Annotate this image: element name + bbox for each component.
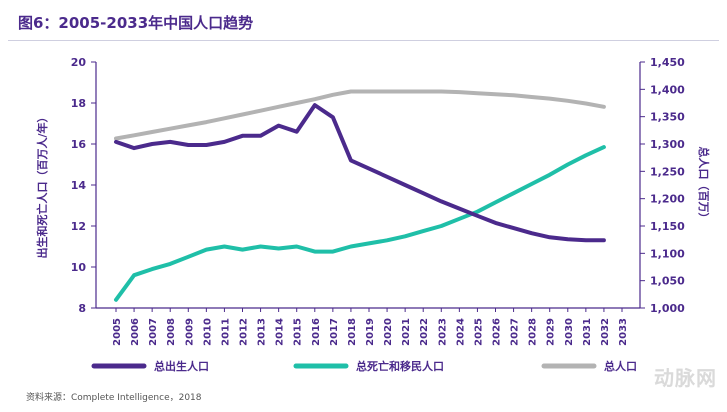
- series-line-0: [114, 103, 606, 243]
- x-tick-label: 2020: [383, 318, 394, 346]
- y2-tick-label: 1,450: [650, 56, 685, 69]
- y-tick-label: 10: [71, 261, 87, 274]
- y-axis-title: 出生和死亡人口（百万人/年）: [35, 111, 49, 258]
- x-tick-label: 2010: [202, 318, 213, 346]
- x-tick-label: 2016: [311, 318, 322, 346]
- x-tick-label: 2029: [546, 318, 557, 346]
- x-tick-label: 2014: [275, 318, 286, 346]
- x-tick-label: 2023: [437, 318, 448, 346]
- y2-tick-label: 1,100: [650, 247, 685, 260]
- x-tick-label: 2007: [148, 318, 159, 346]
- y2-tick-label: 1,200: [650, 193, 685, 206]
- watermark: 动脉网: [654, 366, 717, 390]
- x-tick-label: 2008: [166, 318, 177, 346]
- legend-label: 总人口: [604, 359, 637, 373]
- x-tick-label: 2013: [257, 318, 268, 346]
- legend-label: 总出生人口: [154, 359, 209, 373]
- x-tick-label: 2027: [510, 318, 521, 346]
- legend-label: 总死亡和移民人口: [356, 359, 444, 373]
- x-tick-label: 2011: [220, 318, 231, 346]
- y-tick-label: 8: [78, 302, 86, 315]
- y2-axis-title: 总人口（百万）: [697, 147, 711, 224]
- y2-tick-label: 1,350: [650, 111, 685, 124]
- x-tick-label: 2009: [184, 318, 195, 346]
- series-line-2: [114, 89, 606, 141]
- title-divider: [8, 40, 719, 41]
- y-tick-label: 14: [71, 179, 87, 192]
- y-tick-label: 12: [71, 220, 86, 233]
- x-tick-label: 2024: [455, 318, 466, 346]
- x-tick-label: 2028: [528, 318, 539, 346]
- x-tick-label: 2015: [293, 318, 304, 346]
- y2-tick-label: 1,050: [650, 275, 685, 288]
- y-tick-label: 20: [71, 56, 87, 69]
- x-tick-label: 2033: [618, 318, 629, 346]
- y-tick-label: 16: [71, 138, 87, 151]
- y2-tick-label: 1,150: [650, 220, 685, 233]
- y2-tick-label: 1,250: [650, 165, 685, 178]
- source-note: 资料来源：Complete Intelligence，2018: [26, 393, 202, 403]
- y2-tick-label: 1,300: [650, 138, 685, 151]
- x-tick-label: 2030: [564, 318, 575, 346]
- x-tick-label: 2021: [401, 318, 412, 346]
- x-tick-label: 2032: [600, 318, 611, 346]
- x-tick-label: 2031: [582, 318, 593, 346]
- chart-title: 图6：2005-2033年中国人口趋势: [18, 14, 254, 32]
- x-tick-label: 2012: [239, 318, 250, 346]
- x-tick-label: 2017: [329, 318, 340, 346]
- x-tick-label: 2019: [365, 318, 376, 346]
- x-tick-label: 2005: [112, 318, 123, 346]
- x-tick-label: 2006: [130, 318, 141, 346]
- series-line-1: [114, 145, 606, 302]
- x-tick-label: 2026: [492, 318, 503, 346]
- y-tick-label: 18: [71, 97, 86, 110]
- x-tick-label: 2025: [473, 318, 484, 346]
- y2-tick-label: 1,000: [650, 302, 685, 315]
- y2-tick-label: 1,400: [650, 83, 685, 96]
- x-tick-label: 2018: [347, 318, 358, 346]
- x-tick-label: 2022: [419, 318, 430, 346]
